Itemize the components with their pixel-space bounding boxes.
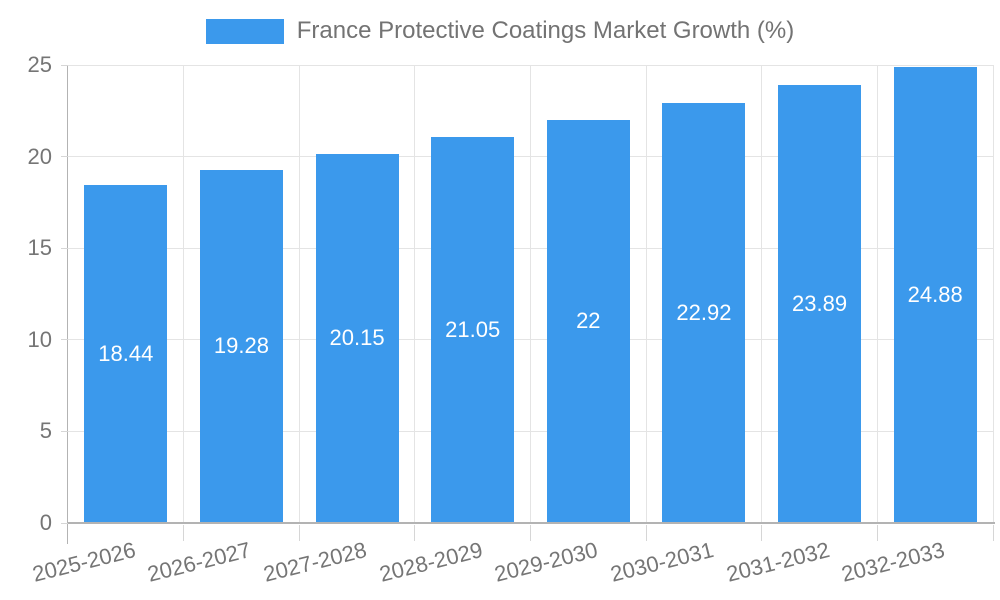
x-tick-label: 2028-2029 [376, 537, 485, 587]
gridline-vertical [414, 65, 416, 523]
x-tick-label: 2029-2030 [492, 537, 601, 587]
bar-value-label: 20.15 [329, 325, 385, 351]
bar-2028-2029[interactable]: 21.05 [431, 137, 515, 523]
bar-2029-2030[interactable]: 22 [546, 119, 630, 523]
y-axis-line [67, 65, 68, 544]
bar-value-label: 21.05 [445, 317, 501, 343]
x-axis-line [67, 522, 995, 524]
y-tick-label: 10 [27, 326, 52, 352]
gridline-vertical [530, 65, 531, 523]
bar-value-label: 18.44 [98, 341, 154, 367]
x-tick-label: 2032-2033 [839, 537, 948, 587]
x-tick-mark [530, 525, 531, 541]
y-tick-mark [61, 64, 68, 66]
y-tick-label: 5 [39, 418, 52, 444]
bar-value-label: 19.28 [213, 333, 269, 359]
x-tick-mark [298, 525, 300, 541]
x-tick-mark [876, 525, 878, 541]
x-tick-mark [761, 525, 763, 541]
legend-title: France Protective Coatings Market Growth… [296, 17, 795, 44]
y-tick-label: 15 [27, 235, 52, 261]
y-tick-mark [61, 430, 68, 432]
x-tick-label: 2025-2026 [29, 537, 138, 587]
gridline-vertical [761, 65, 763, 523]
y-tick-label: 20 [27, 143, 52, 169]
y-tick-mark [61, 156, 68, 158]
gridline-vertical [645, 65, 647, 523]
plot-area: 18.44 19.28 20.15 21.05 22 22.92 23.89 24.88 [68, 64, 994, 523]
x-tick-mark [183, 525, 185, 541]
bar-value-label: 22 [576, 308, 601, 334]
bar-2025-2026[interactable]: 18.44 [84, 185, 168, 523]
x-tick-label: 2026-2027 [145, 537, 254, 587]
y-tick-mark [61, 247, 68, 249]
x-tick-mark [645, 525, 647, 541]
y-tick-label: 0 [39, 510, 52, 535]
chart-legend[interactable]: France Protective Coatings Market Growth… [0, 17, 1000, 45]
x-tick-label: 2030-2031 [607, 537, 716, 587]
gridline-vertical [876, 65, 878, 523]
bar-value-label: 23.89 [792, 291, 848, 317]
bar-value-label: 22.92 [676, 300, 732, 326]
bar-2030-2031[interactable]: 22.92 [662, 103, 746, 523]
x-tick-label: 2027-2028 [260, 537, 370, 587]
bar-2027-2028[interactable]: 20.15 [315, 153, 399, 523]
legend-swatch-icon [205, 18, 284, 44]
y-tick-mark [61, 339, 68, 341]
y-tick-label: 25 [27, 52, 52, 77]
gridline-vertical [183, 65, 185, 523]
x-tick-mark [992, 525, 994, 541]
bar-value-label: 24.88 [907, 282, 963, 308]
x-tick-mark [414, 525, 416, 541]
y-tick-mark [61, 522, 68, 524]
bar-2032-2033[interactable]: 24.88 [893, 67, 977, 523]
bar-2031-2032[interactable]: 23.89 [778, 85, 862, 523]
gridline-vertical [992, 65, 994, 523]
bar-2026-2027[interactable]: 19.28 [199, 169, 283, 523]
x-tick-label: 2031-2032 [723, 537, 832, 587]
gridline-vertical [298, 65, 300, 523]
